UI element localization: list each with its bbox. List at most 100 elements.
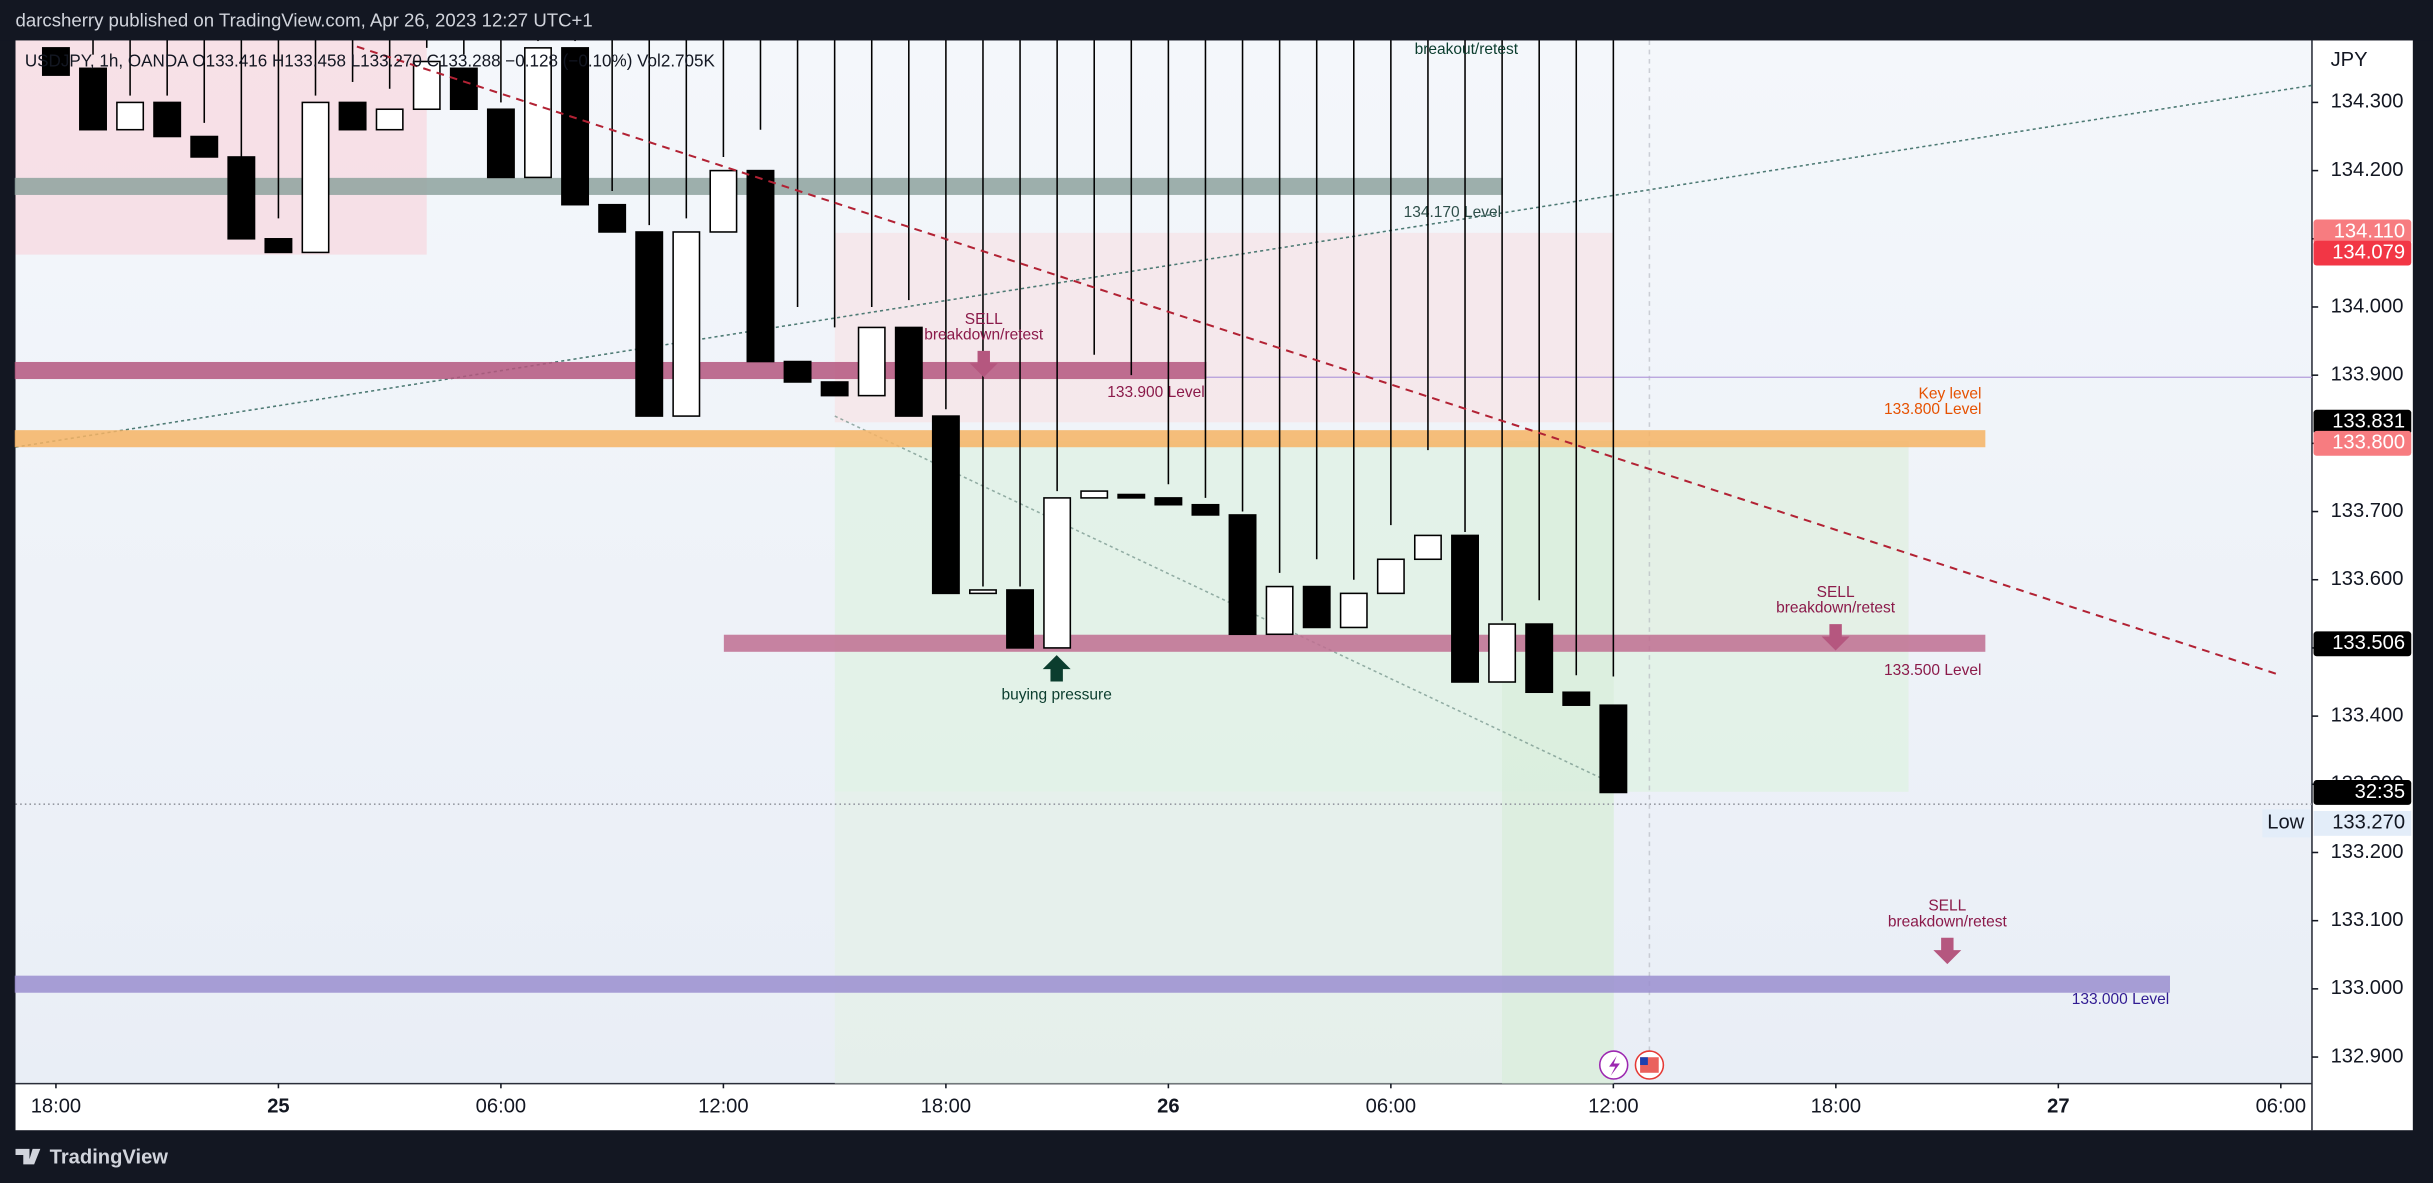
- candle-body: [79, 67, 107, 131]
- x-tick-label: 18:00: [921, 1095, 971, 1117]
- candle-body: [301, 101, 330, 254]
- candle-body: [1302, 585, 1331, 629]
- header-bar: [0, 0, 2433, 41]
- x-tick-label: 25: [267, 1095, 289, 1117]
- price-badge-label: 133.800: [2332, 432, 2405, 454]
- low-badge: [2313, 810, 2412, 836]
- price-badge-label: 32:35: [2355, 781, 2405, 803]
- price-badge: [2313, 409, 2412, 435]
- x-tick-label: 18:00: [1811, 1095, 1861, 1117]
- price-badge: [2313, 780, 2412, 805]
- level-label: 133.500 Level: [1884, 662, 1981, 679]
- candle-body: [449, 67, 478, 111]
- candle-body: [746, 169, 775, 363]
- low-name: Low: [2267, 812, 2304, 834]
- event-icon: [1609, 1055, 1620, 1076]
- x-tick-label: 12:00: [1588, 1095, 1638, 1117]
- annotation: breakdown/retest: [1888, 913, 2008, 930]
- price-badge: [2313, 631, 2412, 657]
- trend-line: [834, 415, 1615, 785]
- candle-body: [931, 415, 960, 595]
- candle-body: [264, 238, 293, 254]
- x-tick-label: 27: [2047, 1095, 2069, 1117]
- candle-body: [190, 135, 219, 158]
- candle-body: [1228, 514, 1257, 636]
- candle-body: [598, 203, 627, 233]
- currency: JPY: [2331, 49, 2368, 71]
- level-zone: [723, 634, 1986, 652]
- x-tick-label: 12:00: [698, 1095, 748, 1117]
- candle-body: [116, 101, 145, 131]
- event-icons: [1598, 1050, 1665, 1080]
- candle-body: [783, 360, 812, 383]
- candle-body: [486, 108, 515, 179]
- arrow: [1042, 655, 1071, 682]
- candle-body: [1154, 497, 1183, 506]
- candle-body: [338, 101, 367, 131]
- candle-body: [1413, 534, 1442, 561]
- candle-body: [153, 101, 182, 138]
- candle-body: [857, 326, 886, 397]
- candle-body: [1488, 623, 1517, 683]
- annotation: SELL: [965, 311, 1003, 328]
- position-box: [834, 440, 1909, 792]
- price-badge-label: 134.079: [2332, 241, 2405, 263]
- candle-body: [41, 47, 70, 76]
- arrow: [1821, 624, 1850, 651]
- level-label: 133.900 Level: [1107, 384, 1204, 401]
- price-badge: [2313, 240, 2412, 266]
- downtrend-line: [356, 45, 2282, 677]
- candle-body: [375, 108, 404, 131]
- logo: [15, 1148, 41, 1165]
- candle-body: [1599, 704, 1628, 794]
- y-tick-label: 133.400: [2331, 704, 2404, 726]
- candle-body: [1451, 534, 1479, 683]
- shaded-box: [15, 40, 427, 255]
- candle-body: [1562, 691, 1591, 706]
- candle-body: [894, 326, 923, 417]
- symbol-legend: USDJPY, 1h, OANDA O133.416 H133.458 L133…: [25, 52, 716, 71]
- position-box: [834, 791, 1614, 1084]
- y-tick-label: 133.600: [2331, 568, 2404, 590]
- candle-body: [820, 381, 849, 397]
- level-label: 133.800 Level: [1884, 401, 1981, 418]
- level-zone: [14, 430, 1986, 448]
- candle-body: [672, 231, 701, 417]
- candle-body: [1191, 503, 1220, 516]
- footer: TradingView: [15, 1146, 169, 1168]
- trend-line: [15, 84, 2313, 448]
- y-tick-label: 133.900: [2331, 363, 2404, 385]
- candle-body: [1525, 623, 1554, 694]
- level-zone: [14, 361, 1207, 380]
- x-tick-label: 26: [1157, 1095, 1179, 1117]
- annotation: buying pressure: [1001, 687, 1111, 704]
- candle-body: [561, 47, 590, 206]
- arrow: [1933, 937, 1962, 965]
- y-tick-label: 134.200: [2331, 159, 2404, 181]
- candle-body: [1117, 493, 1146, 499]
- candle-body: [709, 169, 738, 233]
- position-box: [834, 232, 1614, 423]
- brand: TradingView: [50, 1146, 169, 1168]
- event-icon: [1640, 1057, 1648, 1066]
- annotation: breakout/retest: [1415, 41, 1519, 58]
- candle-body: [524, 47, 552, 179]
- candle-body: [635, 231, 664, 417]
- publisher: darcsherry published on TradingView.com,…: [16, 10, 593, 31]
- annotation: breakdown/retest: [1776, 600, 1896, 617]
- y-tick-label: 132.900: [2331, 1045, 2404, 1067]
- arrow: [969, 350, 998, 378]
- y-tick-label: 134.000: [2331, 295, 2404, 317]
- annotation: SELL: [1928, 898, 1966, 915]
- level-label: 133.000 Level: [2072, 991, 2169, 1008]
- x-tick-label: 18:00: [31, 1095, 81, 1117]
- annotation: breakdown/retest: [924, 326, 1044, 343]
- y-tick-label: 133.000: [2331, 977, 2404, 999]
- y-tick-label: 134.300: [2331, 91, 2404, 113]
- drawings: [15, 40, 2313, 1084]
- low-tag: [2262, 809, 2311, 838]
- y-tick-label: 133.200: [2331, 841, 2404, 863]
- candle-body: [1080, 490, 1109, 499]
- candle-body: [1043, 497, 1072, 649]
